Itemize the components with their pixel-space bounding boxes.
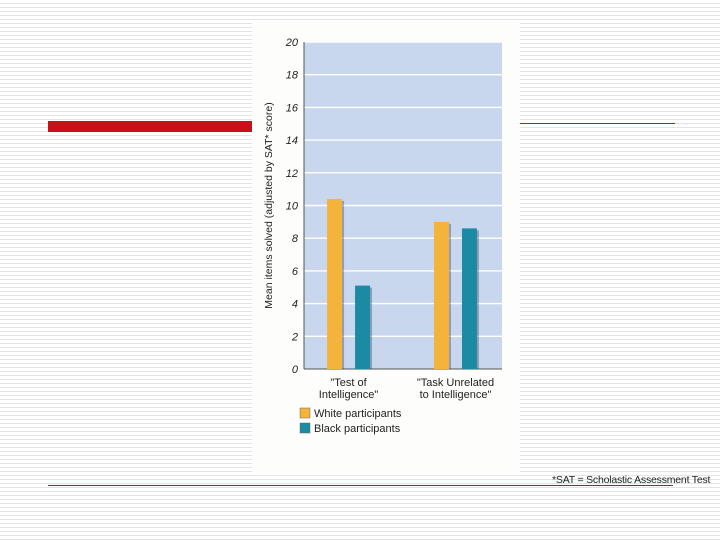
legend-label: Black participants [314, 423, 401, 435]
y-tick-label: 20 [285, 37, 299, 49]
y-tick-label: 16 [286, 102, 299, 114]
bar [461, 228, 477, 369]
y-tick-label: 8 [292, 233, 299, 245]
y-tick-label: 4 [292, 299, 298, 311]
bar [355, 285, 371, 369]
y-tick-label: 6 [292, 266, 299, 278]
bar [433, 221, 449, 369]
x-tick-label: "Task Unrelated [417, 377, 494, 389]
x-tick-label: "Test of [330, 377, 367, 389]
y-tick-label: 14 [286, 135, 298, 147]
slide-accent-line-top [520, 123, 675, 124]
chart-footnote: *SAT = Scholastic Assessment Test [552, 474, 711, 486]
y-axis-label: Mean items solved (adjusted by SAT* scor… [263, 102, 275, 308]
legend-swatch [299, 407, 311, 419]
y-tick-label: 10 [286, 201, 299, 213]
slide-divider-bottom [48, 485, 673, 486]
x-tick-label: to Intelligence" [420, 389, 492, 401]
y-tick-label: 0 [292, 364, 299, 376]
chart-figure: 0 2 4 6 8 10 12 14 16 18 20 Mean items solved (adju… [252, 22, 710, 486]
y-tick-label: 12 [286, 168, 298, 180]
legend-label: White participants [314, 408, 402, 420]
y-tick-label: 2 [291, 331, 298, 343]
bar [327, 198, 343, 369]
bar-chart: 0 2 4 6 8 10 12 14 16 18 20 Mean items solved (adju… [263, 37, 502, 435]
x-tick-label: Intelligence" [319, 389, 379, 401]
slide-accent-bar [48, 121, 253, 132]
y-tick-label: 18 [286, 70, 299, 82]
legend-swatch [299, 422, 311, 434]
